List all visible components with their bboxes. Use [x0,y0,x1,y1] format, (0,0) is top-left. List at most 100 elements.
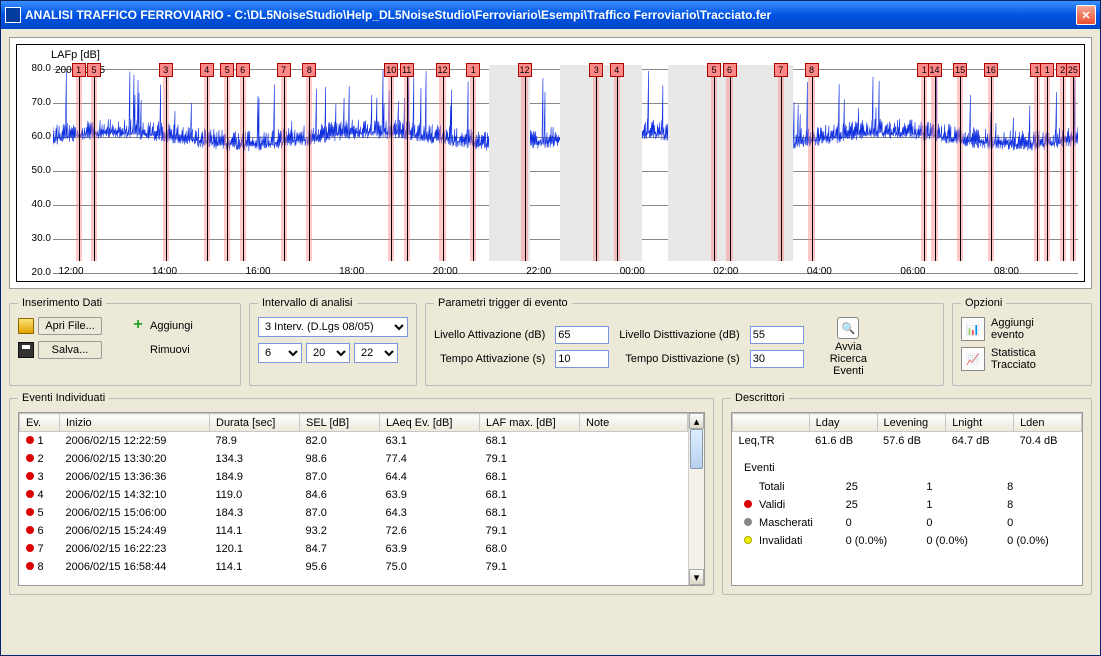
event-marker[interactable]: 25 [1066,63,1080,77]
event-marker[interactable]: 14 [928,63,942,77]
tempo-dis-label: Tempo Disttivazione (s) [619,353,739,365]
desc-col-header: Levening [877,414,946,432]
xtick: 22:00 [526,266,551,277]
app-icon [5,7,21,23]
desc-col-header: Lden [1014,414,1082,432]
tables-row: Eventi Individuati Ev.InizioDurata [sec]… [9,392,1092,595]
legend-opzioni: Opzioni [961,297,1006,309]
window-title: ANALISI TRAFFICO FERROVIARIO - C:\DL5Noi… [25,8,1076,22]
xtick: 12:00 [58,266,83,277]
eventi-col-header[interactable]: LAF max. [dB] [480,414,580,432]
event-marker[interactable]: 15 [953,63,967,77]
eventi-col-header[interactable]: Ev. [20,414,60,432]
table-row[interactable]: 72006/02/15 16:22:23120.184.763.968.0 [20,540,688,558]
table-row[interactable]: 32006/02/15 13:36:36184.987.064.468.1 [20,468,688,486]
eventi-scrollbar[interactable]: ▴ ▾ [688,413,704,585]
event-marker[interactable]: 10 [384,63,398,77]
tempo-att-input[interactable] [555,350,609,368]
xtick: 02:00 [713,266,738,277]
event-marker[interactable]: 1 [72,63,86,77]
event-marker[interactable]: 5 [87,63,101,77]
ytick: 50.0 [23,165,51,176]
xtick: 04:00 [807,266,832,277]
event-marker[interactable]: 4 [200,63,214,77]
fieldset-intervallo: Intervallo di analisi 3 Interv. (D.Lgs 0… [249,297,417,386]
fieldset-opzioni: Opzioni 📊 Aggiungi evento 📈 Statistica T… [952,297,1092,386]
eventi-col-header[interactable]: Inizio [60,414,210,432]
eventi-col-header[interactable]: Note [580,414,688,432]
event-marker[interactable]: 8 [805,63,819,77]
table-row[interactable]: 82006/02/15 16:58:44114.195.675.079.1 [20,558,688,576]
intervallo-preset-select[interactable]: 3 Interv. (D.Lgs 08/05) [258,317,408,337]
eventi-col-header[interactable]: LAeq Ev. [dB] [380,414,480,432]
event-marker[interactable]: 8 [302,63,316,77]
livello-dis-input[interactable] [750,326,804,344]
content-area: LAFp [dB] 80.070.060.050.040.030.020.0 1… [1,29,1100,603]
add-event-icon: 📊 [961,317,985,341]
xtick: 00:00 [620,266,645,277]
desc-line: Totali2518 [738,478,1082,496]
eventi-table[interactable]: Ev.InizioDurata [sec]SEL [dB]LAeq Ev. [d… [19,413,688,576]
desc-col-header: Lnight [946,414,1014,432]
eventi-col-header[interactable]: SEL [dB] [300,414,380,432]
ytick: 40.0 [23,199,51,210]
scroll-up-button[interactable]: ▴ [689,413,704,429]
scroll-down-button[interactable]: ▾ [689,569,704,585]
xtick: 16:00 [246,266,271,277]
statistica-button[interactable]: 📈 Statistica Tracciato [961,347,1083,371]
aggiungi-label[interactable]: Aggiungi [150,320,193,332]
event-marker[interactable]: 16 [984,63,998,77]
fieldset-parametri: Parametri trigger di evento Livello Atti… [425,297,944,386]
apri-file-button[interactable]: Apri File... [38,317,102,335]
table-row[interactable]: 12006/02/15 12:22:5978.982.063.168.1 [20,432,688,450]
event-marker[interactable]: 12 [436,63,450,77]
close-button[interactable]: ✕ [1076,5,1096,25]
event-marker[interactable]: 7 [774,63,788,77]
event-marker[interactable]: 5 [220,63,234,77]
avvia-label: Avvia Ricerca Eventi [830,341,867,377]
event-marker[interactable]: 4 [610,63,624,77]
event-marker[interactable]: 6 [723,63,737,77]
livello-att-input[interactable] [555,326,609,344]
aggiungi-evento-label: Aggiungi evento [991,317,1034,341]
tempo-att-label: Tempo Attivazione (s) [434,353,545,365]
intervallo-v2-select[interactable]: 20 [306,343,350,363]
table-row[interactable]: 62006/02/15 15:24:49114.193.272.679.1 [20,522,688,540]
event-marker[interactable]: 11 [400,63,414,77]
livello-att-label: Livello Attivazione (dB) [434,329,545,341]
table-row[interactable]: 52006/02/15 15:06:00184.387.064.368.1 [20,504,688,522]
ytick: 60.0 [23,131,51,142]
scroll-thumb[interactable] [690,429,703,469]
event-marker[interactable]: 3 [589,63,603,77]
avvia-ricerca-button[interactable]: 🔍 Avvia Ricerca Eventi [830,317,867,377]
aggiungi-evento-button[interactable]: 📊 Aggiungi evento [961,317,1083,341]
xtick: 06:00 [900,266,925,277]
chart-ylabel: LAFp [dB] [51,49,100,61]
save-icon [18,342,34,358]
table-row[interactable]: 22006/02/15 13:30:20134.398.677.479.1 [20,450,688,468]
event-marker[interactable]: 6 [236,63,250,77]
rimuovi-label[interactable]: Rimuovi [150,344,190,356]
salva-button[interactable]: Salva... [38,341,102,359]
event-marker[interactable]: 3 [159,63,173,77]
titlebar: ANALISI TRAFFICO FERROVIARIO - C:\DL5Noi… [1,1,1100,29]
xtick: 08:00 [994,266,1019,277]
event-marker[interactable]: 5 [707,63,721,77]
intervallo-v3-select[interactable]: 22 [354,343,398,363]
stats-icon: 📈 [961,347,985,371]
event-marker[interactable]: 1 [1040,63,1054,77]
controls-row: Inserimento Dati Apri File... + Aggiungi… [9,297,1092,386]
legend-intervallo: Intervallo di analisi [258,297,357,309]
table-row[interactable]: 42006/02/15 14:32:10119.084.663.968.1 [20,486,688,504]
event-marker[interactable]: 7 [277,63,291,77]
event-marker[interactable]: 12 [518,63,532,77]
tempo-dis-input[interactable] [750,350,804,368]
eventi-col-header[interactable]: Durata [sec] [210,414,300,432]
statistica-label: Statistica Tracciato [991,347,1036,371]
event-marker[interactable]: 1 [466,63,480,77]
intervallo-v1-select[interactable]: 6 [258,343,302,363]
chart-inner: LAFp [dB] 80.070.060.050.040.030.020.0 1… [16,44,1085,282]
plot-area[interactable]: 15345678101112112345678114151611225 [53,65,1078,261]
fieldset-inserimento: Inserimento Dati Apri File... + Aggiungi… [9,297,241,386]
minus-icon [130,342,146,358]
